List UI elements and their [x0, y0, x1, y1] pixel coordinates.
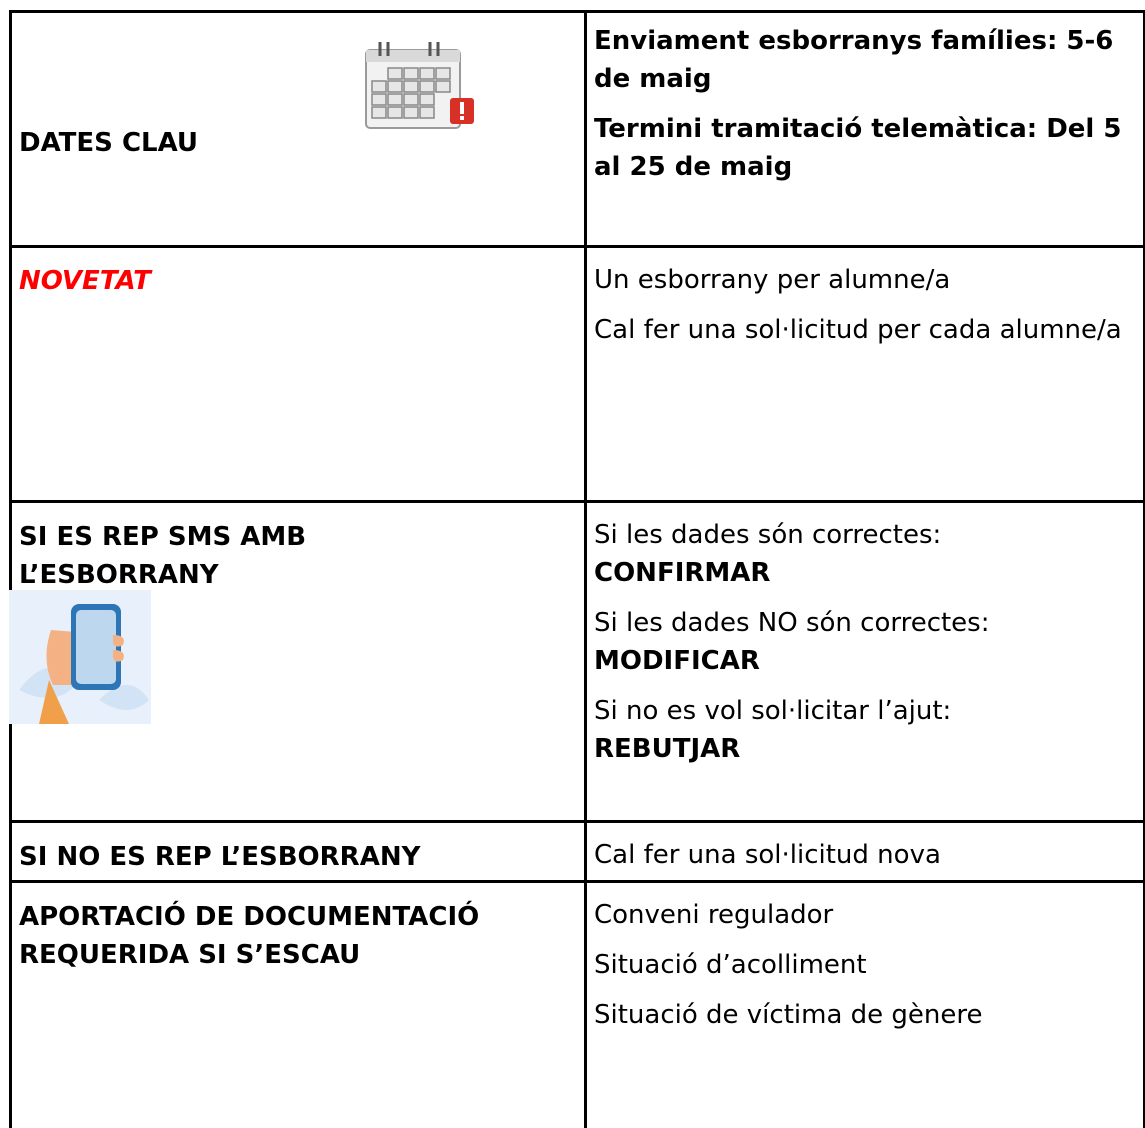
paragraph: Situació d’acolliment — [594, 946, 1141, 984]
row-content: Cal fer una sol·licitud nova — [594, 836, 1141, 886]
text: Termini tramitació telemàtica: Del 5 al … — [594, 114, 1122, 182]
row-label: NOVETAT — [19, 266, 151, 296]
paragraph: Situació de víctima de gènere — [594, 996, 1141, 1034]
row-content: Si les dades són correctes: CONFIRMAR Si l… — [594, 516, 1141, 780]
row-label: APORTACIÓ DE DOCUMENTACIÓ REQUERIDA SI S… — [19, 902, 480, 970]
paragraph: Enviament esborranys famílies: 5-6 de ma… — [594, 22, 1141, 98]
cell — [9, 245, 587, 503]
action: REBUTJAR — [594, 734, 741, 764]
text: Situació d’acolliment — [594, 950, 867, 980]
text: Cal fer una sol·licitud nova — [594, 840, 941, 870]
cell — [584, 245, 1145, 503]
paragraph: Si no es vol sol·licitar l’ajut: REBUTJAR — [594, 692, 1141, 768]
text: Si les dades són correctes: — [594, 520, 942, 550]
paragraph: Cal fer una sol·licitud per cada alumne/… — [594, 311, 1141, 349]
cell — [584, 10, 1145, 248]
cell — [9, 820, 587, 883]
text: Enviament esborranys famílies: 5-6 de ma… — [594, 26, 1114, 94]
cell — [9, 10, 587, 248]
cell — [584, 500, 1145, 823]
action: MODIFICAR — [594, 646, 760, 676]
paragraph: Si les dades NO són correctes: MODIFICAR — [594, 604, 1141, 680]
text: Situació de víctima de gènere — [594, 1000, 983, 1030]
cell — [9, 880, 587, 1128]
calendar-icon — [365, 42, 474, 129]
text: Si les dades NO són correctes: — [594, 608, 990, 638]
row-label: DATES CLAU — [19, 128, 199, 158]
text: Conveni regulador — [594, 900, 834, 930]
cell — [584, 880, 1145, 1128]
cell — [584, 820, 1145, 883]
paragraph: Termini tramitació telemàtica: Del 5 al … — [594, 110, 1141, 186]
row-content: Un esborrany per alumne/a Cal fer una sol… — [594, 261, 1141, 361]
phone-illustration — [9, 590, 151, 724]
row-label: SI NO ES REP L’ESBORRANY — [19, 842, 421, 872]
text: Cal fer una sol·licitud per cada alumne/… — [594, 315, 1122, 345]
text: Si no es vol sol·licitar l’ajut: — [594, 696, 952, 726]
row-content: Enviament esborranys famílies: 5-6 de ma… — [594, 22, 1141, 198]
row-label: SI ES REP SMS AMB L’ESBORRANY — [19, 522, 307, 590]
paragraph: Cal fer una sol·licitud nova — [594, 836, 1141, 874]
paragraph: Un esborrany per alumne/a — [594, 261, 1141, 299]
paragraph: Conveni regulador — [594, 896, 1141, 934]
row-content: Conveni regulador Situació d’acolliment Si… — [594, 896, 1141, 1046]
paragraph: Si les dades són correctes: CONFIRMAR — [594, 516, 1141, 592]
action: CONFIRMAR — [594, 558, 771, 588]
text: Un esborrany per alumne/a — [594, 265, 951, 295]
